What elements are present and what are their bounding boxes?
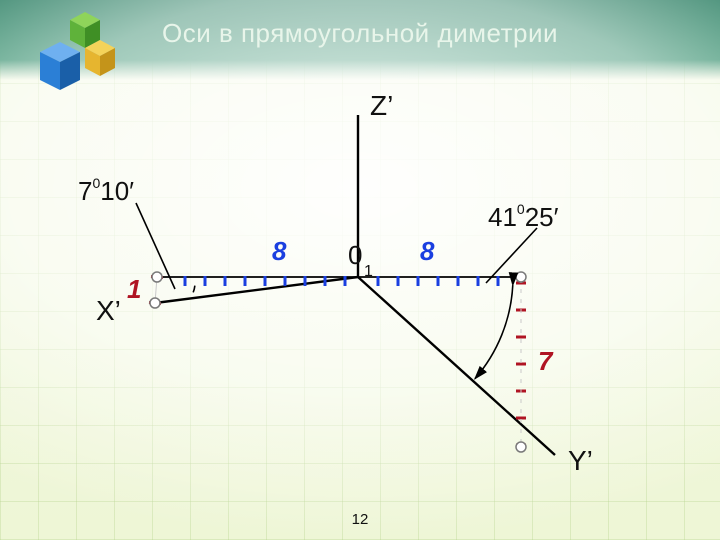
svg-text:X’: X’ [96, 295, 121, 326]
axes-diagram: Z’X’Y’017010′41025′8817 [0, 0, 720, 540]
svg-text:8: 8 [272, 236, 287, 266]
slide: Оси в прямоугольной диметрии Z’X’Y’01701… [0, 0, 720, 540]
svg-text:41025′: 41025′ [488, 201, 559, 232]
svg-text:Y’: Y’ [568, 445, 593, 476]
svg-text:7010′: 7010′ [78, 175, 134, 206]
svg-text:1: 1 [127, 274, 141, 304]
page-number: 12 [0, 511, 720, 528]
svg-text:Z’: Z’ [370, 90, 393, 121]
svg-text:1: 1 [364, 263, 373, 280]
svg-text:7: 7 [538, 346, 554, 376]
svg-text:8: 8 [420, 236, 435, 266]
svg-text:0: 0 [348, 240, 362, 270]
